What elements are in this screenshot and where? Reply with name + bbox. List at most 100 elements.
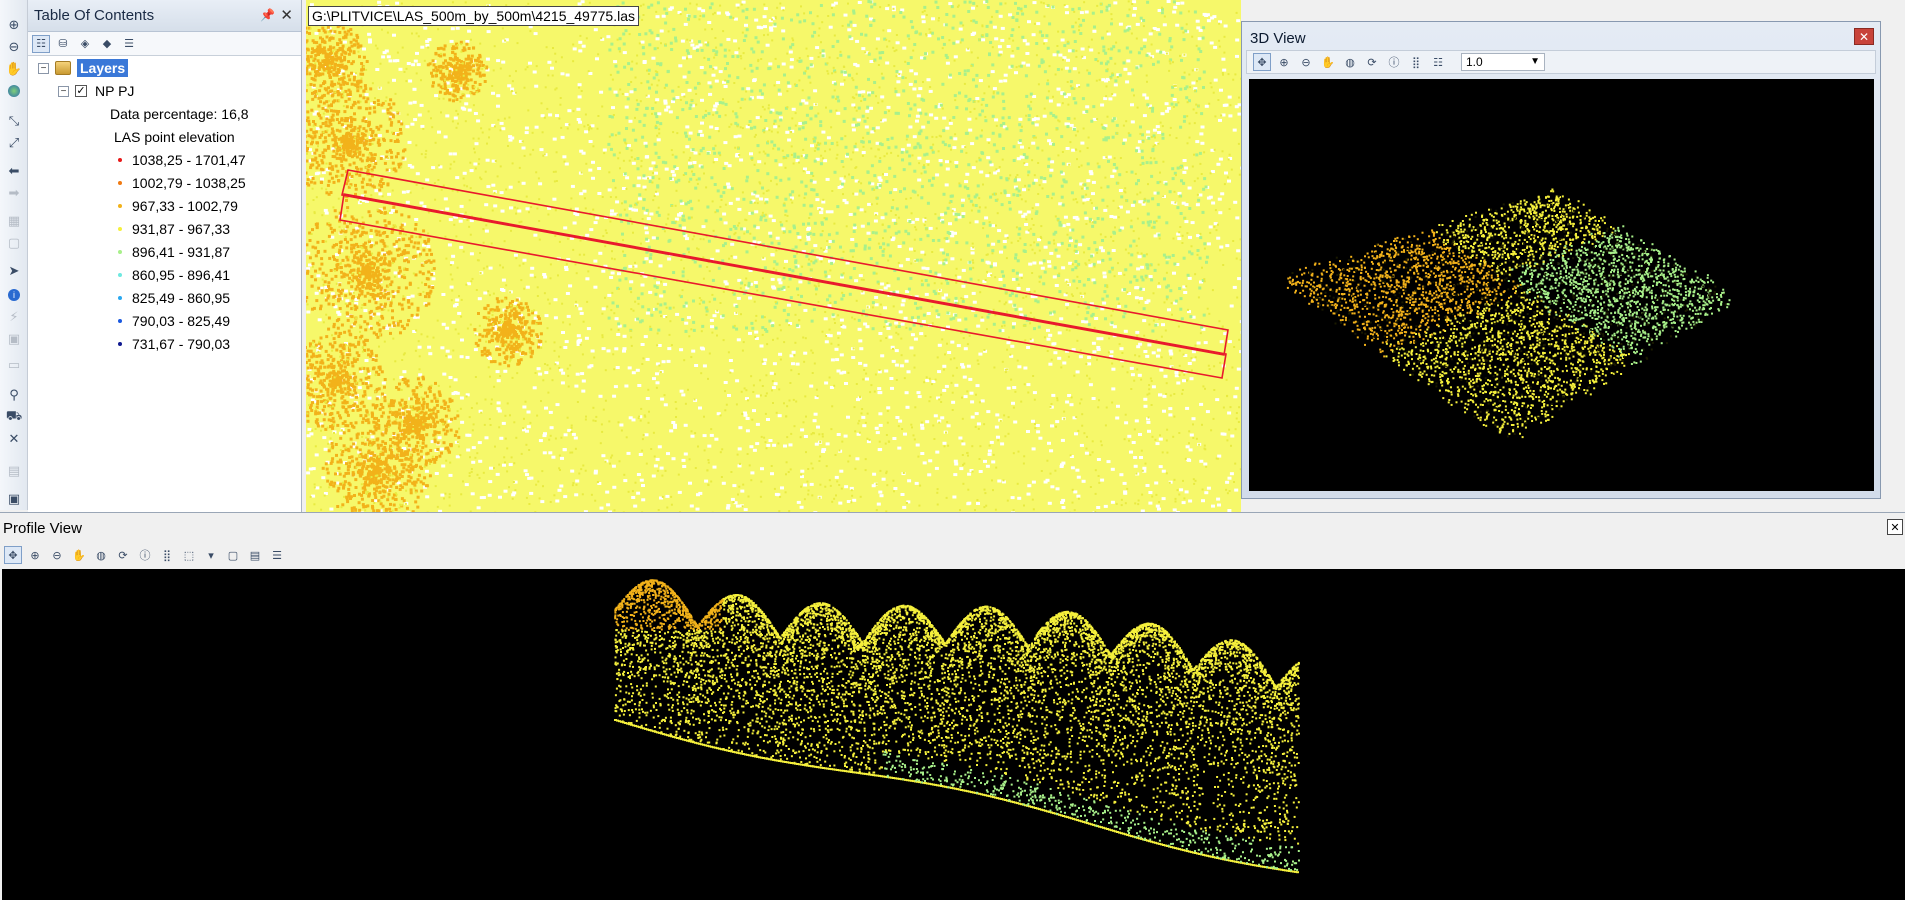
profile-line-inner [339, 193, 1227, 379]
measure-icon[interactable]: ▭ [4, 356, 24, 374]
point-cloud-icon[interactable]: ⣿ [1407, 53, 1425, 71]
full-extent-globe-icon[interactable] [4, 82, 24, 100]
zoom-out-icon[interactable]: ⊖ [1297, 53, 1315, 71]
profile-canvas[interactable] [2, 569, 1905, 900]
fixed-zoom-out-icon[interactable]: ⤢ [4, 134, 24, 152]
legend-symbol-icon[interactable] [118, 319, 122, 323]
back-arrow-icon[interactable]: ⬅ [4, 162, 24, 180]
pan-hand-icon[interactable]: ✋ [70, 546, 88, 564]
zoom-out-icon[interactable]: ⊖ [4, 38, 24, 56]
navigate-icon[interactable]: ✥ [1253, 53, 1271, 71]
forward-arrow-icon[interactable]: ➡ [4, 184, 24, 202]
select-features-icon[interactable]: ▦ [4, 212, 24, 230]
options-icon[interactable]: ☰ [268, 546, 286, 564]
legend-title: LAS point elevation [114, 129, 235, 145]
legend-symbol-icon[interactable] [118, 342, 122, 346]
legend-item[interactable]: 731,67 - 790,03 [118, 334, 230, 354]
3d-view-title: 3D View [1246, 26, 1876, 50]
legend-item[interactable]: 860,95 - 896,41 [118, 265, 230, 285]
tools-toolbar: ⊕ ⊖ ✋ ⤡ ⤢ ⬅ ➡ ▦ ▢ ➤ i ⚡ ▣ ▭ ⚲ ⛟ ✕ ▤ ▣ [0, 0, 28, 510]
legend-item[interactable]: 1002,79 - 1038,25 [118, 173, 246, 193]
chevron-down-icon[interactable]: ▼ [1530, 56, 1540, 67]
legend-symbol-icon[interactable] [118, 273, 122, 277]
time-slider-icon[interactable]: ▤ [4, 462, 24, 480]
close-icon[interactable]: ✕ [280, 6, 293, 24]
hyperlink-icon[interactable]: ⚡ [4, 308, 24, 326]
chevron-down-icon[interactable]: ▾ [202, 546, 220, 564]
toc-title: Table Of Contents [34, 7, 154, 24]
pan-hand-icon[interactable]: ✋ [4, 60, 24, 78]
las-point-map[interactable] [306, 0, 1241, 512]
legend-item[interactable]: 967,33 - 1002,79 [118, 196, 238, 216]
full-extent-globe-icon[interactable]: ◍ [1341, 53, 1359, 71]
export-icon[interactable]: ▤ [246, 546, 264, 564]
layers-label[interactable]: Layers [77, 59, 129, 77]
select-elements-icon[interactable]: ➤ [4, 262, 24, 280]
fixed-zoom-in-icon[interactable]: ⤡ [4, 112, 24, 130]
pin-icon[interactable]: 📌 [260, 8, 275, 22]
legend-symbol-icon[interactable] [118, 204, 122, 208]
3d-view-canvas[interactable] [1249, 79, 1874, 491]
toc-title-bar: Table Of Contents 📌 ✕ [28, 0, 301, 32]
toc-toolbar: ☷ ⛁ ◈ ◆ ☰ [28, 32, 301, 56]
refresh-icon[interactable]: ⟳ [1363, 53, 1381, 71]
zoom-in-icon[interactable]: ⊕ [4, 16, 24, 34]
identify-icon[interactable]: ⓘ [136, 546, 154, 564]
layer-visibility-checkbox[interactable]: ✓ [75, 85, 87, 97]
point-cloud-icon[interactable]: ⣿ [158, 546, 176, 564]
legend-label: 896,41 - 931,87 [132, 244, 230, 260]
close-icon[interactable]: ✕ [1854, 28, 1874, 45]
identify-icon[interactable]: i [4, 286, 24, 304]
collapse-icon[interactable]: − [58, 85, 69, 97]
exaggeration-icon[interactable]: ☷ [1429, 53, 1447, 71]
identify-icon[interactable]: ⓘ [1385, 53, 1403, 71]
refresh-icon[interactable]: ⟳ [114, 546, 132, 564]
data-percentage-label: Data percentage: 16,8 [110, 104, 249, 124]
legend-symbol-icon[interactable] [118, 250, 122, 254]
profile-point-cloud[interactable] [2, 569, 1905, 900]
legend-item[interactable]: 790,03 - 825,49 [118, 311, 230, 331]
full-extent-globe-icon[interactable]: ◍ [92, 546, 110, 564]
html-popup-icon[interactable]: ▣ [4, 330, 24, 348]
options-icon[interactable]: ☰ [120, 35, 138, 53]
legend-symbol-icon[interactable] [118, 296, 122, 300]
legend-label: 1038,25 - 1701,47 [132, 152, 246, 168]
clear-selection-icon[interactable]: ▢ [224, 546, 242, 564]
list-by-source-icon[interactable]: ⛁ [54, 35, 72, 53]
select-points-icon[interactable]: ⬚ [180, 546, 198, 564]
legend-item[interactable]: 1038,25 - 1701,47 [118, 150, 246, 170]
zoom-out-icon[interactable]: ⊖ [48, 546, 66, 564]
goto-xy-icon[interactable]: ✕ [4, 430, 24, 448]
3d-view-window: 3D View ✕ ✥ ⊕ ⊖ ✋ ◍ ⟳ ⓘ ⣿ ☷ 1.0 ▼ [1241, 21, 1881, 499]
legend-symbol-icon[interactable] [118, 181, 122, 185]
close-icon[interactable]: ✕ [1887, 519, 1903, 535]
zoom-in-icon[interactable]: ⊕ [1275, 53, 1293, 71]
clear-selection-icon[interactable]: ▢ [4, 234, 24, 252]
legend-item[interactable]: 825,49 - 860,95 [118, 288, 230, 308]
legend-item[interactable]: 896,41 - 931,87 [118, 242, 230, 262]
zoom-in-icon[interactable]: ⊕ [26, 546, 44, 564]
find-route-icon[interactable]: ⛟ [4, 408, 24, 426]
pan-hand-icon[interactable]: ✋ [1319, 53, 1337, 71]
data-percentage-text: Data percentage: 16,8 [110, 106, 249, 122]
navigate-icon[interactable]: ✥ [4, 546, 22, 564]
list-by-selection-icon[interactable]: ◆ [98, 35, 116, 53]
collapse-icon[interactable]: − [38, 62, 49, 74]
list-by-drawing-order-icon[interactable]: ☷ [32, 34, 50, 53]
legend-symbol-icon[interactable] [118, 227, 122, 231]
list-by-visibility-icon[interactable]: ◈ [76, 35, 94, 53]
find-binoculars-icon[interactable]: ⚲ [4, 386, 24, 404]
map-display[interactable]: G:\PLITVICE\LAS_500m_by_500m\4215_49775.… [306, 0, 1241, 512]
create-viewer-icon[interactable]: ▣ [4, 490, 24, 508]
layer-name[interactable]: NP PJ [95, 83, 134, 99]
legend-item[interactable]: 931,87 - 967,33 [118, 219, 230, 239]
legend-label: 967,33 - 1002,79 [132, 198, 238, 214]
legend-symbol-icon[interactable] [118, 158, 122, 162]
layer-row[interactable]: − ✓ NP PJ [58, 81, 134, 101]
vertical-exaggeration-select[interactable]: 1.0 ▼ [1461, 53, 1545, 71]
profile-toolbar: ✥ ⊕ ⊖ ✋ ◍ ⟳ ⓘ ⣿ ⬚ ▾ ▢ ▤ ☰ [0, 543, 1905, 567]
legend-label: 790,03 - 825,49 [132, 313, 230, 329]
3d-point-cloud[interactable] [1249, 79, 1874, 491]
layers-row[interactable]: − Layers [38, 58, 129, 78]
